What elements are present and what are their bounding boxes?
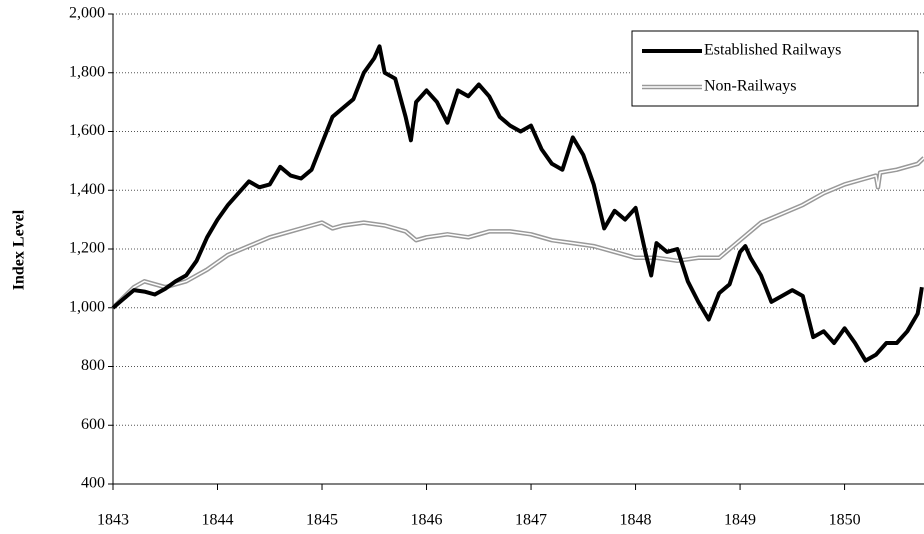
y-tick-label: 2,000 xyxy=(69,5,105,22)
x-tick-label: 1844 xyxy=(202,512,234,529)
y-axis-label: Index Level xyxy=(11,209,28,290)
x-tick-label: 1847 xyxy=(515,512,547,529)
y-tick-label: 1,000 xyxy=(69,298,105,315)
x-tick-label: 1845 xyxy=(306,512,338,529)
x-tick-label: 1848 xyxy=(620,512,652,529)
legend-label: Non-Railways xyxy=(704,78,796,95)
y-tick-label: 1,600 xyxy=(69,122,105,139)
y-tick-label: 600 xyxy=(81,416,105,433)
y-tick-label: 800 xyxy=(81,357,105,374)
x-tick-label: 1849 xyxy=(724,512,756,529)
x-tick-label: 1850 xyxy=(829,512,861,529)
y-tick-label: 400 xyxy=(81,475,105,492)
legend-box xyxy=(631,30,919,107)
series-line-inner xyxy=(112,157,924,309)
y-tick-label: 1,200 xyxy=(69,240,105,257)
x-tick-label: 1846 xyxy=(411,512,443,529)
series-line xyxy=(111,44,924,363)
legend-label: Established Railways xyxy=(704,42,841,59)
y-tick-label: 1,400 xyxy=(69,181,105,198)
y-tick-label: 1,800 xyxy=(69,63,105,80)
x-tick-label: 1843 xyxy=(97,512,129,529)
